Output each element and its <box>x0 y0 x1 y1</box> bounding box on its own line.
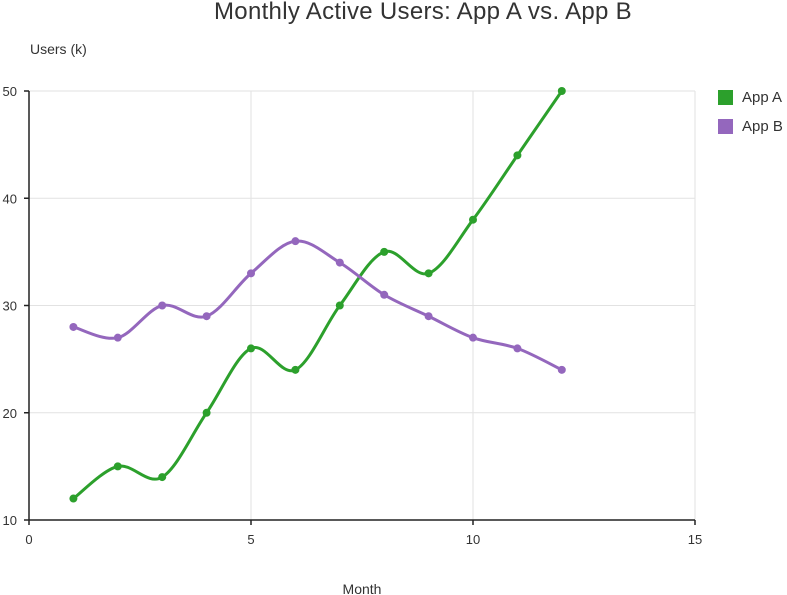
legend: App A App B <box>718 89 783 135</box>
data-point <box>557 365 566 374</box>
x-tick-label: 10 <box>466 532 480 547</box>
data-point <box>469 333 477 342</box>
data-point <box>69 322 78 331</box>
data-point <box>380 290 389 299</box>
series-line <box>71 89 564 501</box>
data-point <box>113 333 122 342</box>
chart-title: Monthly Active Users: App A vs. App B <box>214 0 632 25</box>
legend-label: App A <box>742 89 782 106</box>
y-tick-label: 50 <box>3 84 17 99</box>
data-point <box>69 494 78 503</box>
data-point <box>247 269 255 278</box>
data-point <box>335 258 344 267</box>
plot-area <box>69 87 566 503</box>
data-point <box>202 408 211 417</box>
legend-label: App B <box>742 118 783 135</box>
legend-swatch <box>718 90 733 105</box>
x-axis-label: Month <box>343 581 382 595</box>
x-tick-label: 0 <box>25 532 32 547</box>
data-point <box>202 312 211 321</box>
axes: 0 5 10 15 10 20 30 40 50 <box>3 84 703 547</box>
data-point <box>513 344 522 353</box>
series-app-a <box>69 87 566 503</box>
y-axis-label: Users (k) <box>30 41 87 57</box>
series-app-b <box>69 237 566 374</box>
data-point <box>424 269 433 278</box>
data-point <box>424 312 433 321</box>
legend-swatch <box>718 119 733 134</box>
data-point <box>335 301 344 310</box>
data-point <box>513 151 522 160</box>
data-point <box>113 462 122 471</box>
y-tick-label: 30 <box>3 299 17 314</box>
x-tick-label: 5 <box>247 532 254 547</box>
grid <box>28 90 696 521</box>
data-point <box>247 344 255 353</box>
y-tick-label: 10 <box>3 513 17 528</box>
data-point <box>469 215 477 224</box>
y-tick-label: 40 <box>3 191 17 206</box>
data-point <box>291 237 300 246</box>
x-tick-label: 15 <box>688 532 702 547</box>
data-point <box>380 247 389 256</box>
data-point <box>158 473 167 482</box>
data-point <box>557 87 566 95</box>
data-point <box>158 301 167 310</box>
data-point <box>291 365 300 374</box>
y-tick-label: 20 <box>3 406 17 421</box>
